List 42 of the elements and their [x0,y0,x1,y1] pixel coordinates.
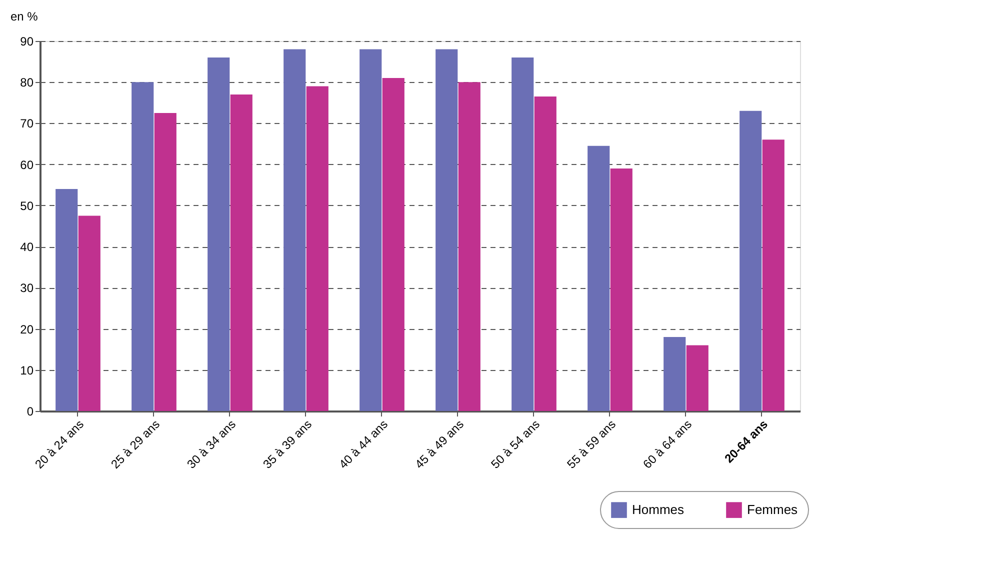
y-tick-label: 70 [20,116,34,131]
bar [306,86,328,411]
bar [56,189,78,411]
y-tick-label: 90 [20,34,34,48]
x-tick-label: 30 à 34 ans [184,417,238,472]
bar [740,110,762,411]
legend-label: Hommes [632,502,685,518]
x-tick-label: 25 à 29 ans [108,417,162,472]
y-tick-label: 10 [20,363,34,378]
bar [436,49,458,411]
bar [762,140,784,411]
x-tick-label: 45 à 49 ans [412,417,466,472]
y-tick-label: 80 [20,76,34,90]
x-tick-label: 60 à 64 ans [640,417,694,472]
bar [382,78,404,411]
bar [588,146,610,411]
bar [284,49,306,411]
x-tick-label: 55 à 59 ans [564,417,618,472]
x-tick-label: 35 à 39 ans [260,417,314,472]
y-axis-title: en % [10,10,38,24]
y-tick-label: 60 [20,158,34,172]
y-tick-label: 40 [20,240,34,254]
bar [154,112,176,411]
x-tick-label: 20 à 24 ans [32,417,86,472]
x-tick-label: 40 à 44 ans [336,417,390,472]
bar [208,57,230,411]
y-tick-label: 30 [20,281,34,296]
bar [230,94,252,411]
bar [534,96,556,411]
bar [610,168,632,411]
y-tick-label: 0 [26,404,34,418]
bar [686,345,708,411]
x-tick-label: 50 à 54 ans [488,417,542,472]
bar [132,82,154,411]
bar [664,337,686,411]
legend-label: Femmes [747,502,798,518]
bar [360,49,382,411]
bar [512,57,534,411]
bar [458,82,480,411]
bar [78,216,100,411]
y-tick-label: 20 [20,322,34,336]
y-tick-label: 50 [20,198,34,213]
